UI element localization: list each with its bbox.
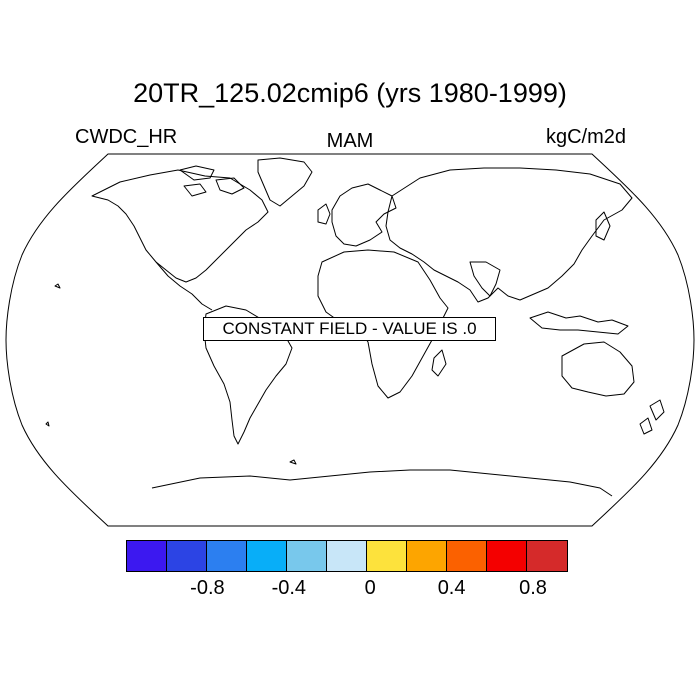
constant-field-notice: CONSTANT FIELD - VALUE IS .0 <box>203 317 496 341</box>
europe-coastline <box>331 183 397 247</box>
colorbar-tick-label: 0.8 <box>519 577 547 599</box>
map-frame <box>5 153 695 527</box>
japan-coastline <box>595 211 611 241</box>
colorbar-swatch <box>407 541 447 571</box>
asia-coastline <box>385 167 633 303</box>
australia-coastline <box>561 341 635 397</box>
arctic-islands <box>179 165 245 197</box>
colorbar-swatch <box>287 541 327 571</box>
central-america-coastline <box>155 261 213 311</box>
colorbar-swatch <box>167 541 207 571</box>
new-zealand-coastline <box>639 399 665 435</box>
colorbar-swatch <box>247 541 287 571</box>
greenland-coastline <box>257 157 313 207</box>
colorbar-swatch <box>527 541 567 571</box>
units-label: kgC/m2d <box>545 126 626 148</box>
india-coastline <box>469 261 501 297</box>
colorbar-tick-label: 0.4 <box>437 577 466 599</box>
season-label: MAM <box>326 130 374 152</box>
colorbar-swatch <box>367 541 407 571</box>
colorbar <box>126 540 568 572</box>
plot-title: 20TR_125.02cmip6 (yrs 1980-1999) <box>133 78 567 108</box>
colorbar-swatch <box>487 541 527 571</box>
british-isles-coastline <box>317 203 331 225</box>
colorbar-swatch <box>327 541 367 571</box>
variable-label: CWDC_HR <box>75 126 178 148</box>
colorbar-swatch <box>207 541 247 571</box>
colorbar-tick-label: 0 <box>364 577 376 599</box>
colorbar-tick-label: -0.4 <box>271 577 307 599</box>
colorbar-tick-label: -0.8 <box>190 577 225 599</box>
colorbar-swatch <box>127 541 167 571</box>
antarctica-coastline <box>151 469 613 497</box>
madagascar-coastline <box>431 349 447 377</box>
north-america-coastline <box>91 169 269 283</box>
colorbar-swatch <box>447 541 487 571</box>
indonesia-coastline <box>529 311 629 335</box>
pacific-islands <box>45 283 297 465</box>
